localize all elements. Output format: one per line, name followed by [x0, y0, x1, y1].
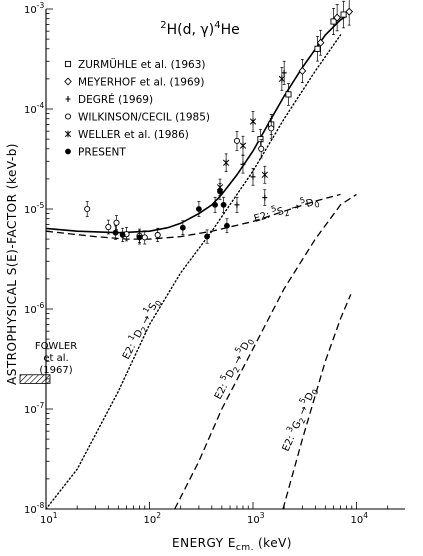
legend-marker — [65, 96, 71, 102]
data-points — [84, 0, 354, 245]
legend-label: WILKINSON/CECIL (1985) — [78, 112, 210, 124]
y-tick-label: 10-3 — [24, 1, 44, 16]
point-open-square — [285, 91, 292, 98]
point-filled-circle — [112, 229, 119, 236]
point-filled-circle — [220, 201, 227, 208]
legend-label: ZURMÜHLE et al. (1963) — [78, 58, 206, 71]
x-tick-label: 101 — [40, 511, 58, 526]
point-filled-circle — [217, 188, 223, 195]
curve-2 — [45, 34, 342, 510]
curve-1 — [45, 193, 341, 240]
legend-marker — [65, 148, 71, 155]
y-tick-label: 10-7 — [24, 401, 44, 416]
point-filled-circle — [136, 234, 143, 241]
point-star — [261, 171, 268, 179]
point-open-circle — [233, 137, 241, 144]
point-open-diamond — [298, 66, 307, 76]
point-open-circle — [105, 223, 112, 231]
axis-ticks: 101 102 103 104 10-8 10-7 10-6 10-5 10-4 10-3 — [24, 1, 389, 526]
point-open-circle — [84, 205, 91, 213]
point-open-circle — [258, 145, 265, 152]
legend-label: WELLER et al. (1986) — [78, 129, 189, 141]
legend-label: MEYERHOF et al. (1969) — [78, 77, 204, 89]
point-star — [239, 142, 247, 150]
curve-label-5d2: E2:5D2→5D0 — [209, 334, 257, 402]
legend-marker — [64, 113, 72, 120]
legend-label: DEGRÉ (1969) — [78, 93, 153, 106]
chart-title: 2H(d, γ)4He — [160, 20, 239, 38]
svg-text:E2:3G2→5D0: E2:3G2→5D0 — [277, 385, 320, 454]
point-open-circle — [268, 125, 275, 132]
point-open-diamond — [333, 13, 341, 22]
curve-label-3g2: E2:3G2→5D0 — [277, 385, 321, 454]
legend-marker — [64, 77, 72, 86]
point-filled-circle — [224, 222, 230, 229]
y-tick-label: 10-5 — [24, 201, 44, 216]
curve-3 — [174, 193, 357, 510]
svg-text:E2:5S2→5D0: E2:5S2→5D0 — [252, 192, 321, 227]
point-tick — [281, 69, 287, 76]
x-axis-label: ENERGY Ecm. (keV) — [172, 536, 292, 553]
point-open-circle — [113, 219, 120, 226]
point-open-diamond — [345, 7, 354, 16]
x-tick-label: 102 — [144, 511, 162, 526]
fowler-line-2: et al. — [43, 353, 68, 364]
point-filled-circle — [119, 232, 126, 238]
point-filled-circle — [204, 233, 210, 240]
x-tick-label: 104 — [351, 511, 369, 526]
point-star — [222, 159, 230, 167]
point-tick — [240, 161, 246, 168]
y-tick-label: 10-8 — [24, 501, 44, 516]
point-filled-circle — [212, 201, 218, 208]
y-tick-label: 10-6 — [24, 301, 44, 316]
curve-label-1d2: E2:1D2→1S0 — [117, 295, 164, 362]
point-star — [249, 118, 257, 125]
point-tick — [250, 173, 256, 180]
fowler-band — [19, 374, 51, 384]
point-open-diamond — [316, 38, 325, 47]
legend-marker — [64, 60, 72, 68]
fowler-line-1: FOWLER — [35, 341, 77, 352]
curve-4 — [282, 294, 352, 510]
point-open-circle — [154, 231, 161, 239]
fowler-line-3: (1967) — [39, 365, 72, 376]
curve-0 — [45, 15, 347, 234]
legend: ZURMÜHLE et al. (1963) MEYERHOF et al. (1… — [64, 58, 210, 159]
y-axis-label: ASTROPHYSICAL S(E)-FACTOR (keV-b) — [5, 143, 19, 385]
svg-text:E2:1D2→1S0: E2:1D2→1S0 — [117, 295, 163, 362]
point-tick — [262, 194, 268, 201]
point-open-circle — [141, 234, 148, 241]
point-open-square — [314, 45, 321, 52]
curve-label-5s2: E2:5S2→5D0 — [252, 192, 321, 227]
point-filled-circle — [195, 206, 202, 212]
legend-marker — [64, 130, 72, 138]
fowler-annotation: FOWLER et al. (1967) — [19, 341, 77, 384]
point-open-square — [257, 136, 264, 143]
x-tick-label: 103 — [247, 511, 265, 526]
svg-text:E2:5D2→5D0: E2:5D2→5D0 — [209, 334, 256, 402]
point-tick — [234, 201, 240, 208]
point-open-square — [330, 18, 337, 25]
legend-label: PRESENT — [78, 147, 126, 159]
point-filled-circle — [179, 224, 186, 231]
point-star — [278, 75, 286, 83]
model-curves — [45, 15, 357, 510]
y-tick-label: 10-4 — [24, 101, 44, 116]
point-open-square — [340, 11, 347, 18]
